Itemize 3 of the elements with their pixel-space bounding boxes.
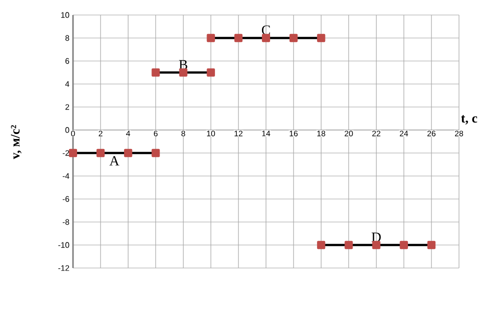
y-axis-title: v, м/с² (10, 125, 22, 160)
series-label: A (109, 156, 120, 166)
x-axis-title: t, с (461, 115, 478, 124)
